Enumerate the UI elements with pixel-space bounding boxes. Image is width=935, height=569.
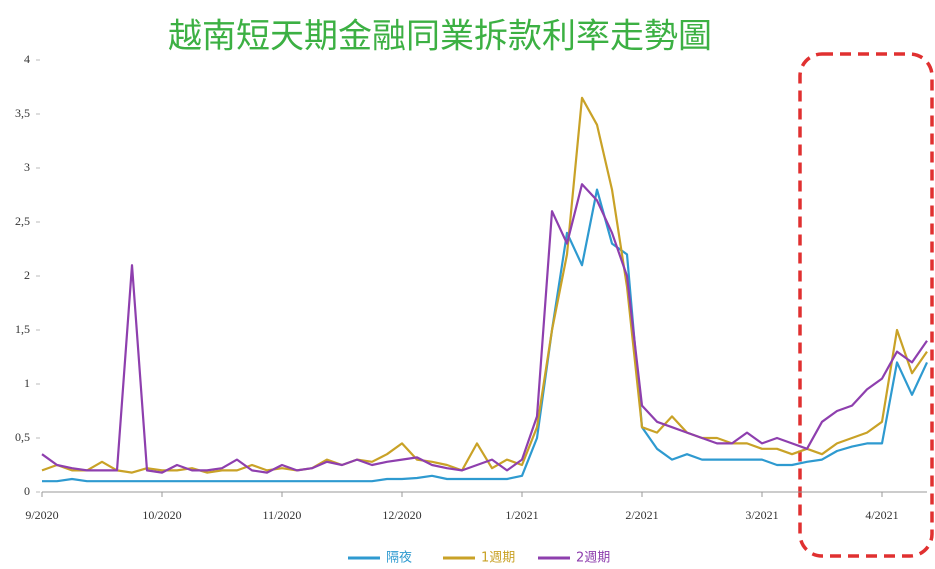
line-series <box>42 188 928 483</box>
y-tick-label: 1,5 <box>15 322 30 336</box>
y-tick-label: 2 <box>24 268 30 282</box>
highlight-box <box>798 52 934 558</box>
y-tick-label: 0,5 <box>15 430 30 444</box>
x-tick-label: 2/2021 <box>625 508 658 522</box>
y-tick-label: 1 <box>24 376 30 390</box>
x-tick-label: 3/2021 <box>745 508 778 522</box>
x-tick-label: 10/2020 <box>142 508 181 522</box>
legend-label: 1週期 <box>481 551 515 566</box>
line-series <box>41 183 928 474</box>
legend-label: 2週期 <box>576 551 610 566</box>
y-tick-label: 4 <box>24 52 30 66</box>
y-tick-label: 3,5 <box>15 106 30 120</box>
legend-label: 隔夜 <box>386 551 412 566</box>
line-series <box>41 96 928 474</box>
x-tick-label: 11/2020 <box>263 508 302 522</box>
y-tick-label: 0 <box>24 484 30 498</box>
x-tick-label: 9/2020 <box>25 508 58 522</box>
x-tick-label: 12/2020 <box>382 508 421 522</box>
x-tick-label: 4/2021 <box>865 508 898 522</box>
y-tick-label: 3 <box>24 160 30 174</box>
chart-title: 越南短天期金融同業拆款利率走勢圖 <box>168 17 712 57</box>
y-tick-label: 2,5 <box>15 214 30 228</box>
x-tick-label: 1/2021 <box>505 508 538 522</box>
